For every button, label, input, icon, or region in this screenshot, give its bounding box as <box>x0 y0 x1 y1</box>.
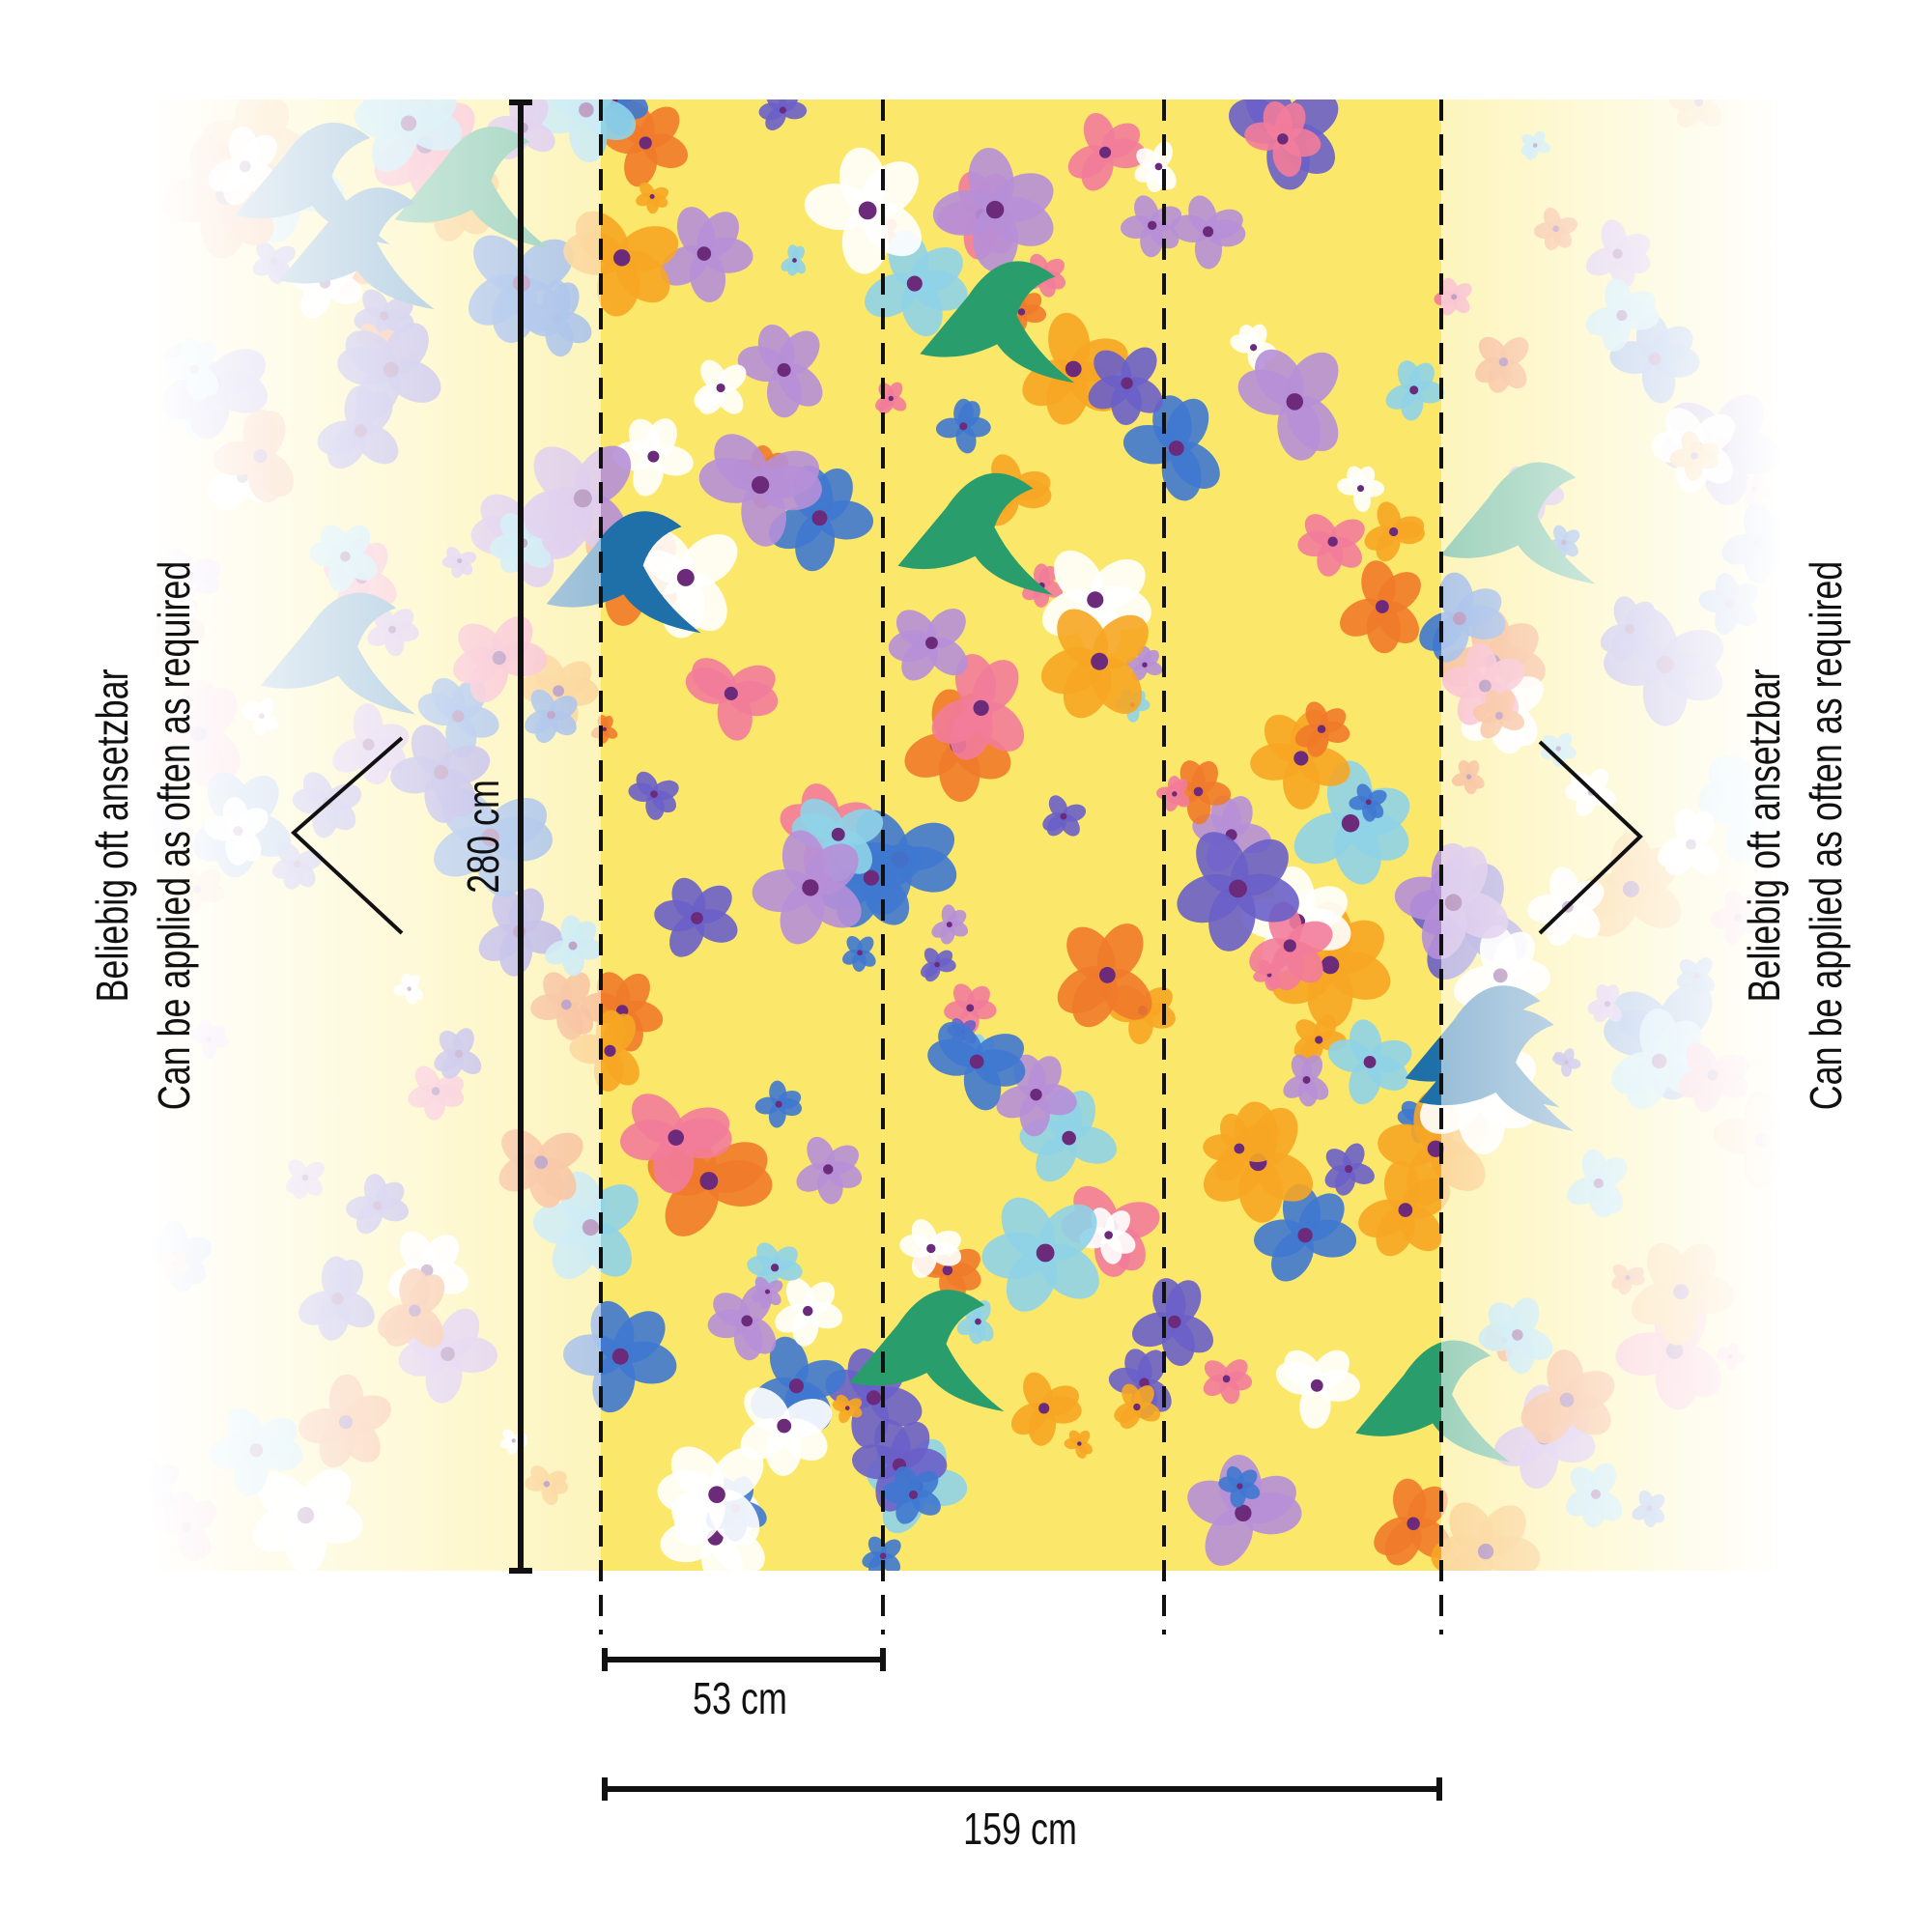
flower-icon <box>1040 609 1149 719</box>
flower-icon <box>882 1465 941 1524</box>
flower-icon <box>694 359 747 414</box>
flower-icon <box>1203 1113 1276 1181</box>
repeat-note-english-right: Can be applied as often as required <box>1801 560 1851 1111</box>
flower-icon <box>932 147 1054 272</box>
total-width-label: 159 cm <box>963 1804 1077 1854</box>
left-faded-preview <box>145 97 601 1575</box>
right-faded-preview <box>1441 97 1784 1575</box>
flower-icon <box>1254 1183 1357 1282</box>
flower-icon <box>1237 349 1339 461</box>
flower-icon <box>927 1021 1026 1111</box>
flower-icon <box>1337 466 1385 513</box>
total-width-dimension-line <box>602 1777 1442 1801</box>
flower-icon <box>1114 1383 1161 1430</box>
flower-icon <box>657 1446 764 1546</box>
flower-icon <box>1250 709 1350 810</box>
flower-icon <box>832 1394 863 1424</box>
strip-width-dimension-line <box>602 1648 886 1671</box>
flower-icon <box>737 324 823 418</box>
flower-icon <box>636 182 669 214</box>
flower-icon <box>1203 1359 1253 1405</box>
flower-icon <box>899 1219 962 1278</box>
flower-icon <box>1042 795 1087 837</box>
flower-icon <box>1010 1372 1082 1446</box>
flower-icon <box>1067 112 1147 191</box>
flower-icon <box>1275 1350 1361 1429</box>
flower-icon <box>1131 1278 1214 1367</box>
flower-icon <box>752 830 862 945</box>
flower-icon <box>935 398 991 454</box>
flower-icon <box>1171 195 1246 270</box>
strip-width-label: 53 cm <box>693 1673 787 1723</box>
flower-icon <box>1293 760 1410 885</box>
flower-icon <box>752 1276 783 1309</box>
flower-icon <box>981 1197 1099 1312</box>
height-dimension-line <box>509 99 532 1574</box>
flower-icon <box>628 771 679 820</box>
flower-icon <box>1324 1143 1375 1196</box>
hummingbird-icon <box>897 472 1053 595</box>
flower-icon <box>865 230 968 337</box>
chevron-left-icon <box>291 736 404 935</box>
flower-icon <box>1230 324 1277 372</box>
flower-icon <box>1283 1054 1329 1107</box>
flower-icon <box>620 1094 732 1194</box>
flower-icon <box>1349 783 1387 822</box>
flower-icon <box>1088 347 1163 426</box>
repeat-note-english-left: Can be applied as often as required <box>149 560 199 1111</box>
flower-icon <box>842 935 876 973</box>
height-label: 280 cm <box>458 780 508 894</box>
flower-icon <box>1134 141 1177 192</box>
flower-icon <box>754 1080 803 1128</box>
flower-icon <box>921 948 956 982</box>
flower-icon <box>740 1387 833 1476</box>
flower-icon <box>796 1136 863 1205</box>
flower-icon <box>1120 195 1182 258</box>
flower-icon <box>654 877 738 957</box>
flower-icon <box>1064 1430 1093 1459</box>
flower-icon <box>1364 501 1426 562</box>
flower-icon <box>804 147 923 274</box>
hummingbird-icon <box>920 261 1075 384</box>
chevron-right-icon <box>1538 740 1643 935</box>
flower-icon <box>1374 1478 1451 1566</box>
flower-icon <box>1042 550 1151 658</box>
flower-icon <box>698 434 822 547</box>
repeat-note-german-right: Beliebig oft ansetzbar <box>1739 668 1789 1003</box>
flower-icon <box>781 244 807 276</box>
flower-icon <box>931 654 1025 760</box>
flower-icon <box>1297 514 1365 577</box>
flower-icon <box>1385 360 1445 421</box>
flower-icon <box>1327 1019 1412 1105</box>
flower-icon <box>888 609 968 681</box>
hummingbird-icon <box>849 1290 1005 1412</box>
flower-icon <box>1244 100 1321 177</box>
flower-icon <box>1358 1160 1451 1257</box>
flower-icon <box>1177 832 1299 952</box>
flower-icon <box>1294 701 1350 757</box>
repeat-note-german-left: Beliebig oft ansetzbar <box>87 668 137 1003</box>
flower-icon <box>931 904 969 945</box>
flower-icon <box>685 658 779 741</box>
flower-icon <box>775 1278 843 1347</box>
flower-icon <box>956 1299 994 1345</box>
flower-icon <box>1340 560 1421 654</box>
flower-icon <box>1156 776 1190 811</box>
flower-icon <box>1218 1465 1261 1508</box>
flower-icon <box>875 382 907 414</box>
flower-icon <box>758 99 808 130</box>
flower-icon <box>1057 923 1152 1028</box>
